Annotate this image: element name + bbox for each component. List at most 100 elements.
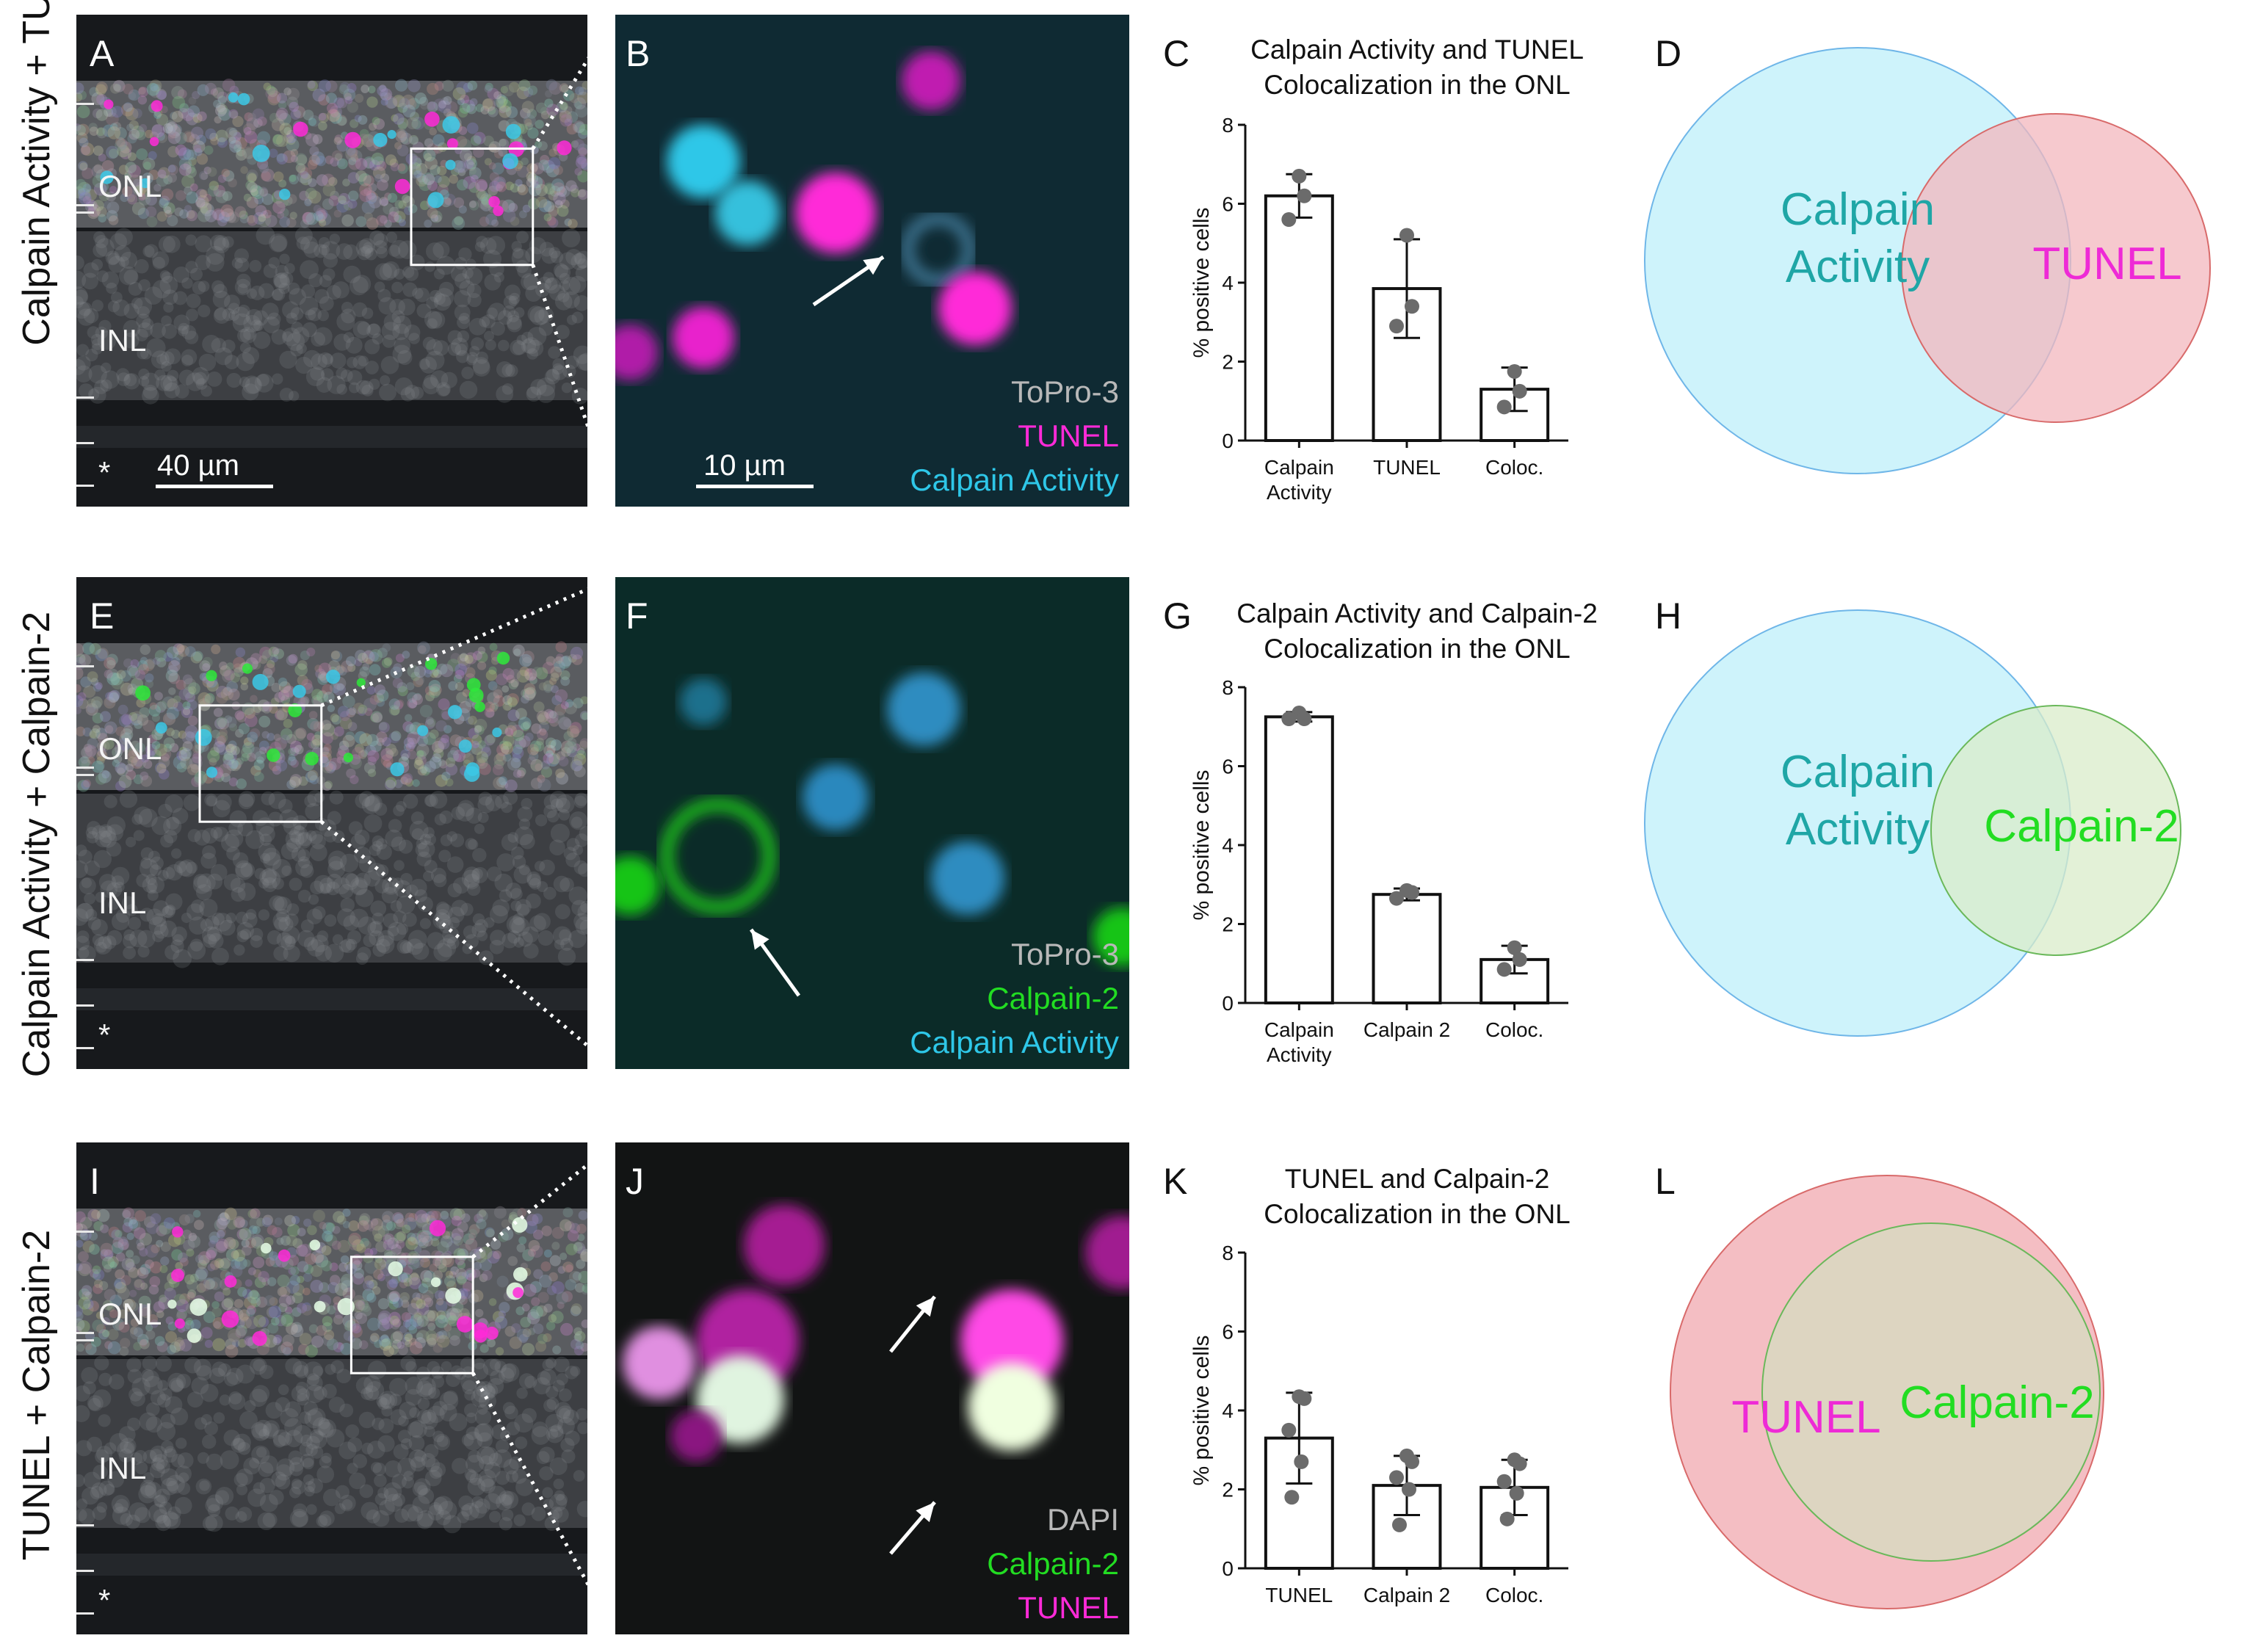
stained-nucleus [931, 841, 1004, 915]
scale-label: 10 µm [703, 449, 786, 482]
stained-nucleus [696, 1355, 784, 1443]
stained-cell [458, 739, 472, 753]
stained-cell [267, 748, 280, 762]
stained-cell [195, 728, 212, 746]
stained-nucleus [744, 1205, 825, 1286]
stained-cell [373, 133, 388, 148]
x-tick-label: Calpain 2 [1363, 1018, 1450, 1041]
panel-letter-j: J [626, 1161, 644, 1202]
stained-cell [167, 1300, 177, 1309]
stained-cell [557, 140, 572, 156]
layer-tick [76, 442, 94, 444]
zoom-texture [615, 15, 1129, 507]
venn-circle-right [1761, 1222, 2101, 1562]
data-point [1509, 1485, 1524, 1501]
stained-nucleus [902, 51, 960, 110]
legend-entry: TUNEL [1018, 1590, 1119, 1625]
stained-nucleus [960, 1289, 1063, 1392]
micrograph-texture [76, 15, 587, 507]
stained-nucleus [670, 1410, 722, 1462]
stained-cell [512, 1217, 528, 1233]
scale-bar [696, 485, 814, 488]
stained-cell [224, 1275, 237, 1288]
y-tick-label: 2 [1222, 351, 1234, 374]
stained-nucleus [795, 173, 876, 253]
legend-entry: TUNEL [1018, 419, 1119, 453]
y-axis-label: % positive cells [1189, 207, 1214, 358]
chart-title-c: Calpain Activity and TUNEL Colocalization… [1250, 35, 1584, 100]
y-tick-label: 2 [1222, 913, 1234, 936]
scale-bar [156, 485, 273, 488]
arrow-head [751, 930, 769, 950]
stained-nucleus [968, 1363, 1056, 1451]
zoom-texture [615, 1142, 1129, 1634]
stained-cell [261, 1242, 272, 1254]
data-point [1405, 1454, 1419, 1469]
stained-cell [343, 753, 353, 763]
y-tick-label: 6 [1222, 193, 1234, 216]
data-point [1399, 228, 1414, 243]
stained-cell [474, 701, 485, 712]
panel-letter-h: H [1655, 595, 1682, 637]
layer-label-onl: ONL [98, 731, 162, 766]
layer-label-asterisk: * [98, 1018, 111, 1052]
stained-nucleus [680, 678, 727, 725]
stained-cell [171, 1269, 184, 1283]
x-tick-label: Calpain 2 [1363, 1584, 1450, 1606]
venn-label-right: Calpain-2 [1984, 801, 2178, 852]
venn-diagram-h: Calpain Activity Calpain-2 [1644, 609, 2181, 1037]
layer-tick [76, 396, 94, 399]
stained-cell [492, 727, 502, 738]
stained-cell [442, 116, 460, 134]
x-tick-label: Activity [1267, 481, 1332, 504]
y-axis-label: % positive cells [1189, 769, 1214, 920]
data-point [1297, 711, 1312, 726]
y-tick-label: 2 [1222, 1479, 1234, 1501]
layer-tick [76, 103, 94, 105]
stained-cell [228, 92, 239, 103]
stained-nucleus [673, 307, 734, 369]
stained-cell [388, 1261, 403, 1277]
data-point [1496, 1474, 1512, 1489]
stained-cell [314, 1300, 326, 1313]
stained-cell [288, 703, 303, 717]
y-tick-label: 8 [1222, 676, 1234, 699]
data-point [1402, 1482, 1416, 1497]
micrograph-texture [76, 1142, 587, 1634]
data-point [1389, 319, 1404, 334]
bar [1264, 1436, 1334, 1570]
stained-nucleus [667, 125, 740, 198]
inl-band [76, 231, 587, 400]
y-axis-label: % positive cells [1189, 1335, 1214, 1485]
row-label-2: Calpain Activity + Calpain-2 [15, 611, 58, 1078]
panel-letter-i: I [90, 1161, 100, 1202]
stained-cell [447, 705, 463, 720]
stained-nucleus [1085, 1216, 1129, 1289]
stained-cell [206, 670, 217, 681]
panel-letter-d: D [1655, 33, 1682, 74]
panel-letter-k: K [1163, 1161, 1188, 1202]
bar [1372, 893, 1442, 1004]
data-point [1297, 188, 1312, 203]
stained-cell [252, 145, 270, 162]
arrow-head [916, 1297, 935, 1317]
stained-cell [252, 673, 269, 690]
y-tick-label: 8 [1222, 1242, 1234, 1264]
venn-label-left: Activity [1786, 804, 1930, 855]
layer-tick [76, 1004, 94, 1007]
stained-cell [135, 685, 151, 701]
layer-tick [76, 1570, 94, 1572]
venn-diagram-d: Calpain Activity TUNEL [1644, 47, 2211, 474]
legend-entry: DAPI [1046, 1502, 1119, 1537]
chart-title-k: TUNEL and Calpain-2 Colocalization in the… [1264, 1164, 1571, 1229]
stained-cell [417, 725, 429, 736]
inset-box [198, 704, 323, 823]
stained-cell [104, 99, 114, 109]
stained-cell [344, 131, 361, 148]
stained-cell [292, 684, 306, 698]
venn-label-left: Calpain [1781, 184, 1935, 235]
stained-cell [485, 1326, 499, 1340]
inset-box [349, 1256, 474, 1374]
stained-cell [394, 178, 410, 195]
stained-cell [390, 762, 405, 777]
